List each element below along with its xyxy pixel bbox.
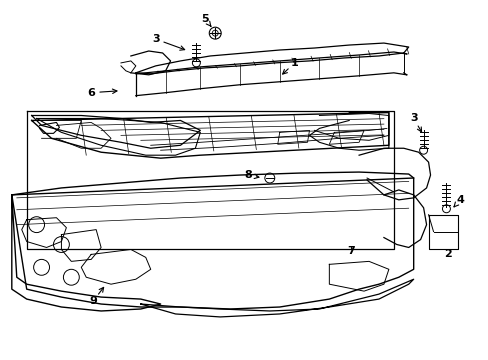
Text: 2: 2 bbox=[444, 249, 451, 260]
Text: 4: 4 bbox=[455, 195, 463, 205]
Text: 7: 7 bbox=[346, 247, 354, 256]
Text: 6: 6 bbox=[87, 88, 95, 98]
Text: 3: 3 bbox=[409, 113, 417, 123]
Text: 8: 8 bbox=[244, 170, 251, 180]
Text: 5: 5 bbox=[201, 14, 209, 24]
Text: 3: 3 bbox=[152, 34, 159, 44]
Text: 9: 9 bbox=[89, 296, 97, 306]
Text: 1: 1 bbox=[290, 58, 298, 68]
